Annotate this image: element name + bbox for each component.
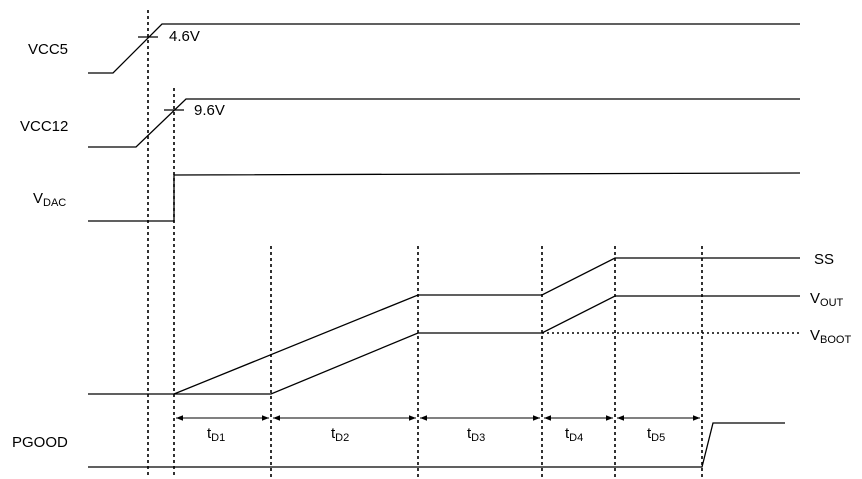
- td3-label-main: t: [467, 425, 472, 442]
- vboot-label-main: V: [810, 327, 820, 344]
- td2-label-main: t: [331, 425, 336, 442]
- vcc5-waveform: [88, 23, 800, 74]
- vcc5-threshold-label: 4.6V: [169, 28, 200, 45]
- vcc5-trace: VCC5 4.6V: [28, 23, 800, 74]
- vdac-label-sub: DAC: [43, 197, 66, 209]
- td1-label-sub: D1: [211, 432, 225, 444]
- vdac-label-main: V: [33, 190, 43, 207]
- pgood-waveform: [88, 422, 785, 468]
- vcc12-threshold-label: 9.6V: [194, 102, 225, 119]
- pgood-trace: PGOOD: [12, 422, 785, 468]
- pgood-label: PGOOD: [12, 434, 68, 451]
- td3-label-sub: D3: [471, 432, 485, 444]
- vout-label-main: V: [810, 290, 820, 307]
- vboot-label: VBOOT: [810, 327, 851, 346]
- td4-label-main: t: [565, 425, 570, 442]
- interval-arrows: tD1 tD2 tD3 tD4 tD5: [176, 415, 700, 444]
- ss-waveform: [173, 257, 800, 395]
- vout-label-sub: OUT: [820, 297, 844, 309]
- td5-label-main: t: [647, 425, 652, 442]
- vdac-label: VDAC: [33, 190, 66, 209]
- td1-label: tD1: [207, 425, 225, 444]
- ramp-traces: SS VOUT VBOOT: [88, 251, 851, 395]
- td1-label-main: t: [207, 425, 212, 442]
- td4-label-sub: D4: [569, 432, 583, 444]
- vout-label: VOUT: [810, 290, 844, 309]
- td5-label: tD5: [647, 425, 665, 444]
- vdac-trace: VDAC: [33, 172, 801, 222]
- td2-label: tD2: [331, 425, 349, 444]
- td4-label: tD4: [565, 425, 583, 444]
- time-markers: [147, 10, 703, 478]
- vcc12-trace: VCC12 9.6V: [20, 98, 800, 148]
- td2-label-sub: D2: [335, 432, 349, 444]
- td5-label-sub: D5: [651, 432, 665, 444]
- vcc12-label: VCC12: [20, 118, 68, 135]
- vcc12-waveform: [88, 98, 800, 148]
- td3-label: tD3: [467, 425, 485, 444]
- vboot-label-sub: BOOT: [820, 334, 851, 346]
- vcc5-label: VCC5: [28, 41, 68, 58]
- vdac-waveform: [88, 172, 801, 222]
- ss-label: SS: [814, 251, 834, 268]
- vout-waveform: [174, 295, 800, 395]
